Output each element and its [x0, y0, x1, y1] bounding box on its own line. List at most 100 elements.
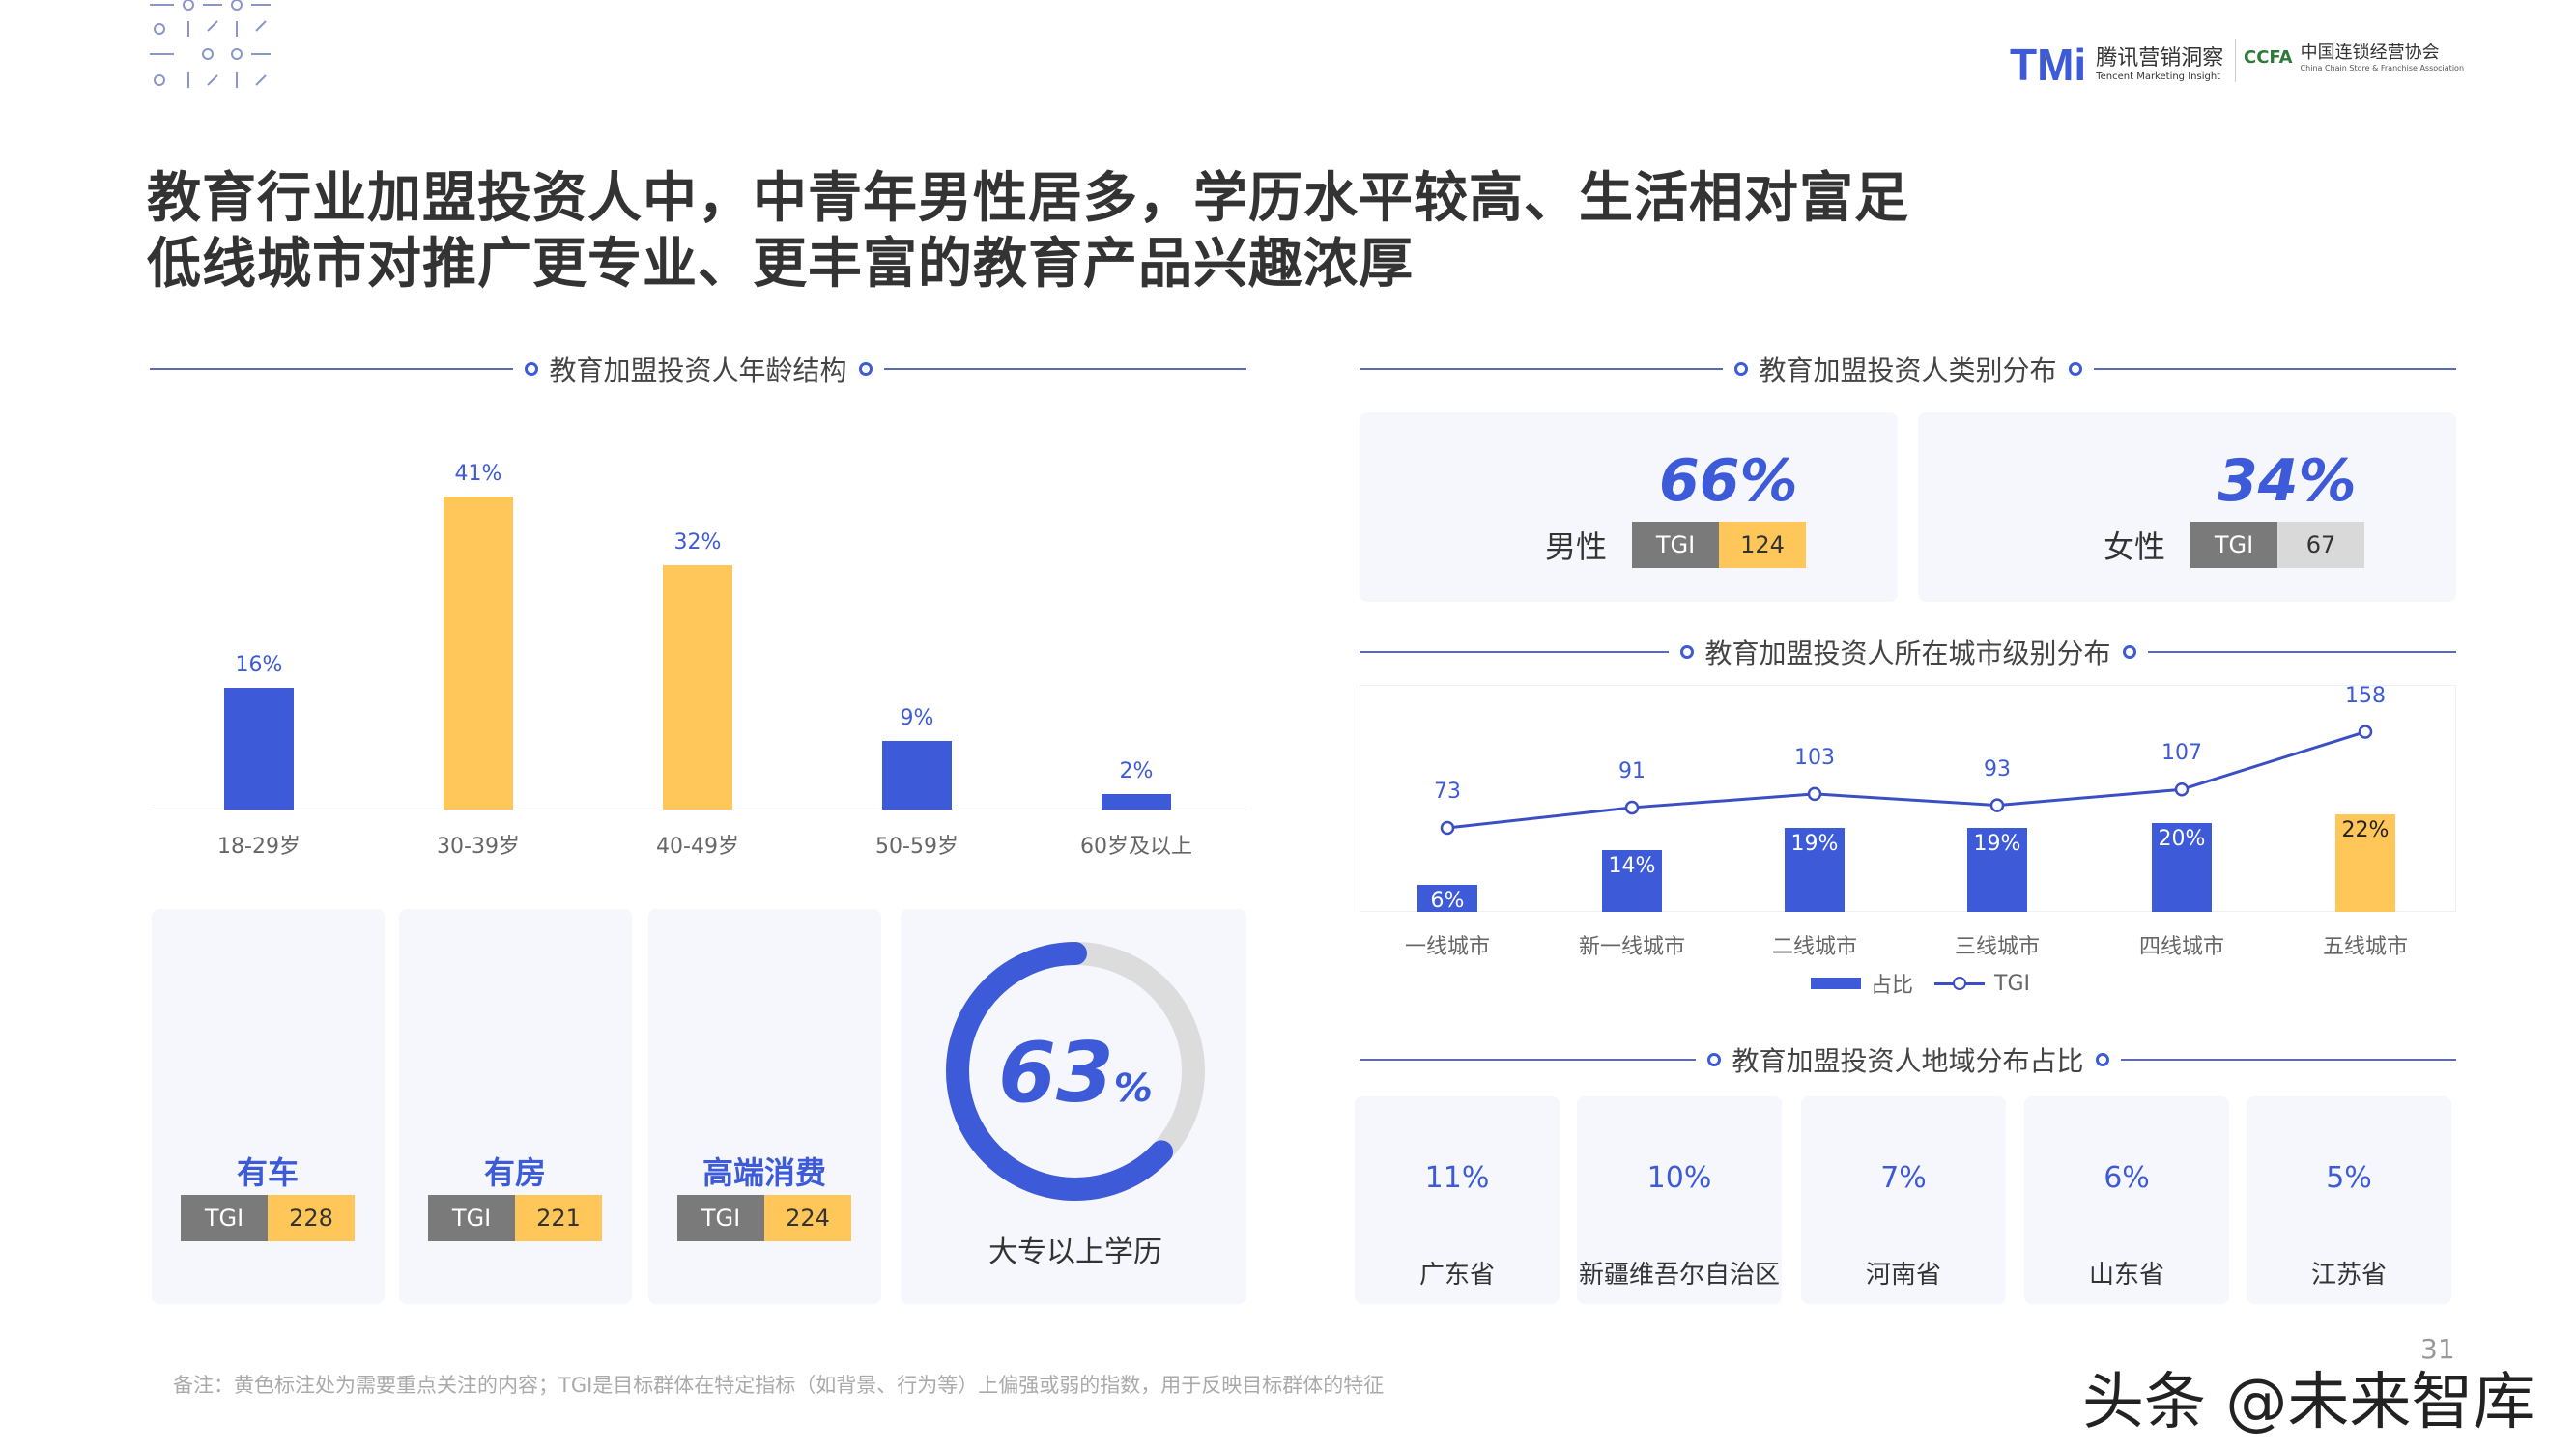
age-bar-label: 9%	[900, 705, 934, 730]
age-section-header: 教育加盟投资人年龄结构	[150, 350, 1247, 388]
tgi-value-label: 73	[1434, 780, 1461, 804]
tgi-point	[1807, 786, 1822, 802]
tgi-badge: TGI 67	[2190, 522, 2364, 568]
tgi-badge: TGI 228	[181, 1195, 355, 1241]
donut-value-arc	[946, 942, 1205, 1201]
city-x-label: 四线城市	[2138, 935, 2225, 959]
footnote: 备注：黄色标注处为需要重点关注的内容；TGI是目标群体在特定指标（如背景、行为等…	[173, 1374, 1385, 1397]
age-x-label: 40-49岁	[656, 835, 739, 859]
age-bar	[224, 687, 294, 810]
education-card: 63% 大专以上学历	[901, 909, 1246, 1304]
tgi-value-label: 107	[2161, 741, 2202, 766]
feature-card: 有房 TGI 221	[399, 909, 632, 1304]
region-percent: 11%	[1424, 1161, 1490, 1195]
feature-card: 有车 TGI 228	[152, 909, 385, 1304]
logo-divider	[2235, 39, 2236, 82]
age-bar-label: 2%	[1119, 759, 1154, 784]
gender-section-header: 教育加盟投资人类别分布	[1360, 350, 2457, 388]
city-legend: 占比 TGI	[1811, 968, 2030, 999]
tgi-point	[1989, 798, 2005, 812]
region-label: 河南省	[1865, 1261, 1942, 1290]
city-x-label: 新一线城市	[1578, 935, 1686, 959]
tgi-point	[1624, 800, 1640, 815]
age-x-label: 60岁及以上	[1080, 835, 1192, 859]
city-x-label: 二线城市	[1771, 935, 1858, 959]
city-bar-label: 20%	[2158, 827, 2206, 851]
city-bar	[1967, 827, 2027, 912]
region-percent: 6%	[2104, 1161, 2150, 1195]
feature-card: 高端消费 TGI 224	[648, 909, 881, 1304]
age-x-label: 30-39岁	[437, 835, 520, 859]
region-card: 5% 江苏省	[2247, 1096, 2451, 1304]
region-label: 新疆维吾尔自治区	[1578, 1261, 1781, 1290]
city-bar	[1602, 849, 1662, 912]
legend-bar-swatch	[1811, 978, 1861, 989]
tgi-value-label: 93	[1984, 756, 2011, 781]
age-bar-label: 16%	[235, 652, 283, 677]
tgi-line-layer	[1440, 724, 2373, 836]
age-bar	[882, 740, 952, 810]
tgi-point	[2174, 781, 2190, 797]
city-plot-area	[1360, 685, 2456, 912]
city-chart: 6% 一线城市 14% 新一线城市 19% 二线城市 19% 三线城市 20% 四线城市 22% 五线…	[1360, 676, 2456, 1005]
feature-label: 有房	[483, 1154, 547, 1191]
page-number: 31	[2420, 1333, 2455, 1365]
city-bar-label: 19%	[1790, 831, 1839, 856]
decoration-pattern	[150, 0, 271, 88]
gender-card: 34% 女性 TGI 67	[1918, 412, 2456, 602]
region-card: 7% 河南省	[1801, 1096, 2006, 1304]
education-percent: 63%	[998, 1025, 1153, 1122]
region-label: 山东省	[2088, 1261, 2165, 1290]
region-percent: 10%	[1646, 1161, 1712, 1195]
region-percent: 5%	[2326, 1161, 2372, 1195]
city-bar	[2152, 823, 2212, 912]
gender-card: 66% 男性 TGI 124	[1360, 412, 1898, 602]
city-bar	[2335, 813, 2395, 912]
ccfa-logo: CCFA 中国连锁经营协会 China Chain Store & Franch…	[2244, 43, 2465, 72]
tgi-value-label: 103	[1794, 745, 1835, 770]
region-label: 江苏省	[2310, 1261, 2388, 1290]
feature-label: 有车	[236, 1154, 300, 1191]
region-percent: 7%	[1880, 1161, 1927, 1195]
tgi-badge: TGI 224	[677, 1195, 851, 1241]
city-bar-label: 19%	[1973, 831, 2021, 856]
city-bar-label: 6%	[1430, 889, 1465, 914]
gender-label: 女性	[2104, 528, 2166, 565]
city-x-label: 三线城市	[1954, 935, 2041, 959]
age-x-label: 50-59岁	[875, 835, 959, 859]
city-bar-label: 22%	[2341, 817, 2390, 842]
city-bar	[1417, 885, 1477, 912]
tgi-badge: TGI 124	[1632, 522, 1806, 568]
page-title-line1: 教育行业加盟投资人中，中青年男性居多，学历水平较高、生活相对富足	[147, 167, 1909, 230]
age-bar-label: 41%	[454, 462, 502, 487]
page-title-line2: 低线城市对推广更专业、更丰富的教育产品兴趣浓厚	[147, 233, 1414, 296]
feature-label: 高端消费	[701, 1154, 827, 1191]
gender-percent: 34%	[2218, 447, 2357, 515]
gender-percent: 66%	[1659, 447, 1798, 515]
age-chart: 16% 18-29岁 41% 30-39岁 32% 40-49岁 9% 50-59岁 2% 60岁…	[150, 425, 1246, 869]
city-section-header: 教育加盟投资人所在城市级别分布	[1360, 633, 2457, 671]
age-x-label: 18-29岁	[217, 835, 301, 859]
education-label: 大专以上学历	[988, 1236, 1162, 1269]
city-bar-label: 14%	[1608, 853, 1656, 878]
tgi-line	[1446, 730, 2366, 830]
tgi-badge: TGI 221	[428, 1195, 602, 1241]
legend-line-swatch	[1934, 977, 1986, 990]
city-bar	[1785, 827, 1845, 912]
education-donut	[946, 942, 1205, 1201]
region-section-header: 教育加盟投资人地域分布占比	[1360, 1040, 2457, 1079]
tmi-logo: TMi 腾讯营销洞察 Tencent Marketing Insight	[2010, 40, 2224, 90]
age-bar	[1102, 794, 1171, 810]
gender-label: 男性	[1545, 528, 1608, 565]
tgi-point	[1440, 820, 1455, 836]
tgi-value-label: 91	[1618, 758, 1646, 783]
city-x-label: 五线城市	[2322, 935, 2409, 959]
region-card: 6% 山东省	[2024, 1096, 2229, 1304]
region-card: 11% 广东省	[1355, 1096, 1560, 1304]
region-label: 广东省	[1418, 1261, 1496, 1290]
city-x-label: 一线城市	[1404, 935, 1491, 959]
region-card: 10% 新疆维吾尔自治区	[1577, 1096, 1782, 1304]
tgi-point	[2358, 724, 2373, 739]
tgi-value-label: 158	[2345, 683, 2386, 708]
age-bar	[444, 497, 513, 810]
